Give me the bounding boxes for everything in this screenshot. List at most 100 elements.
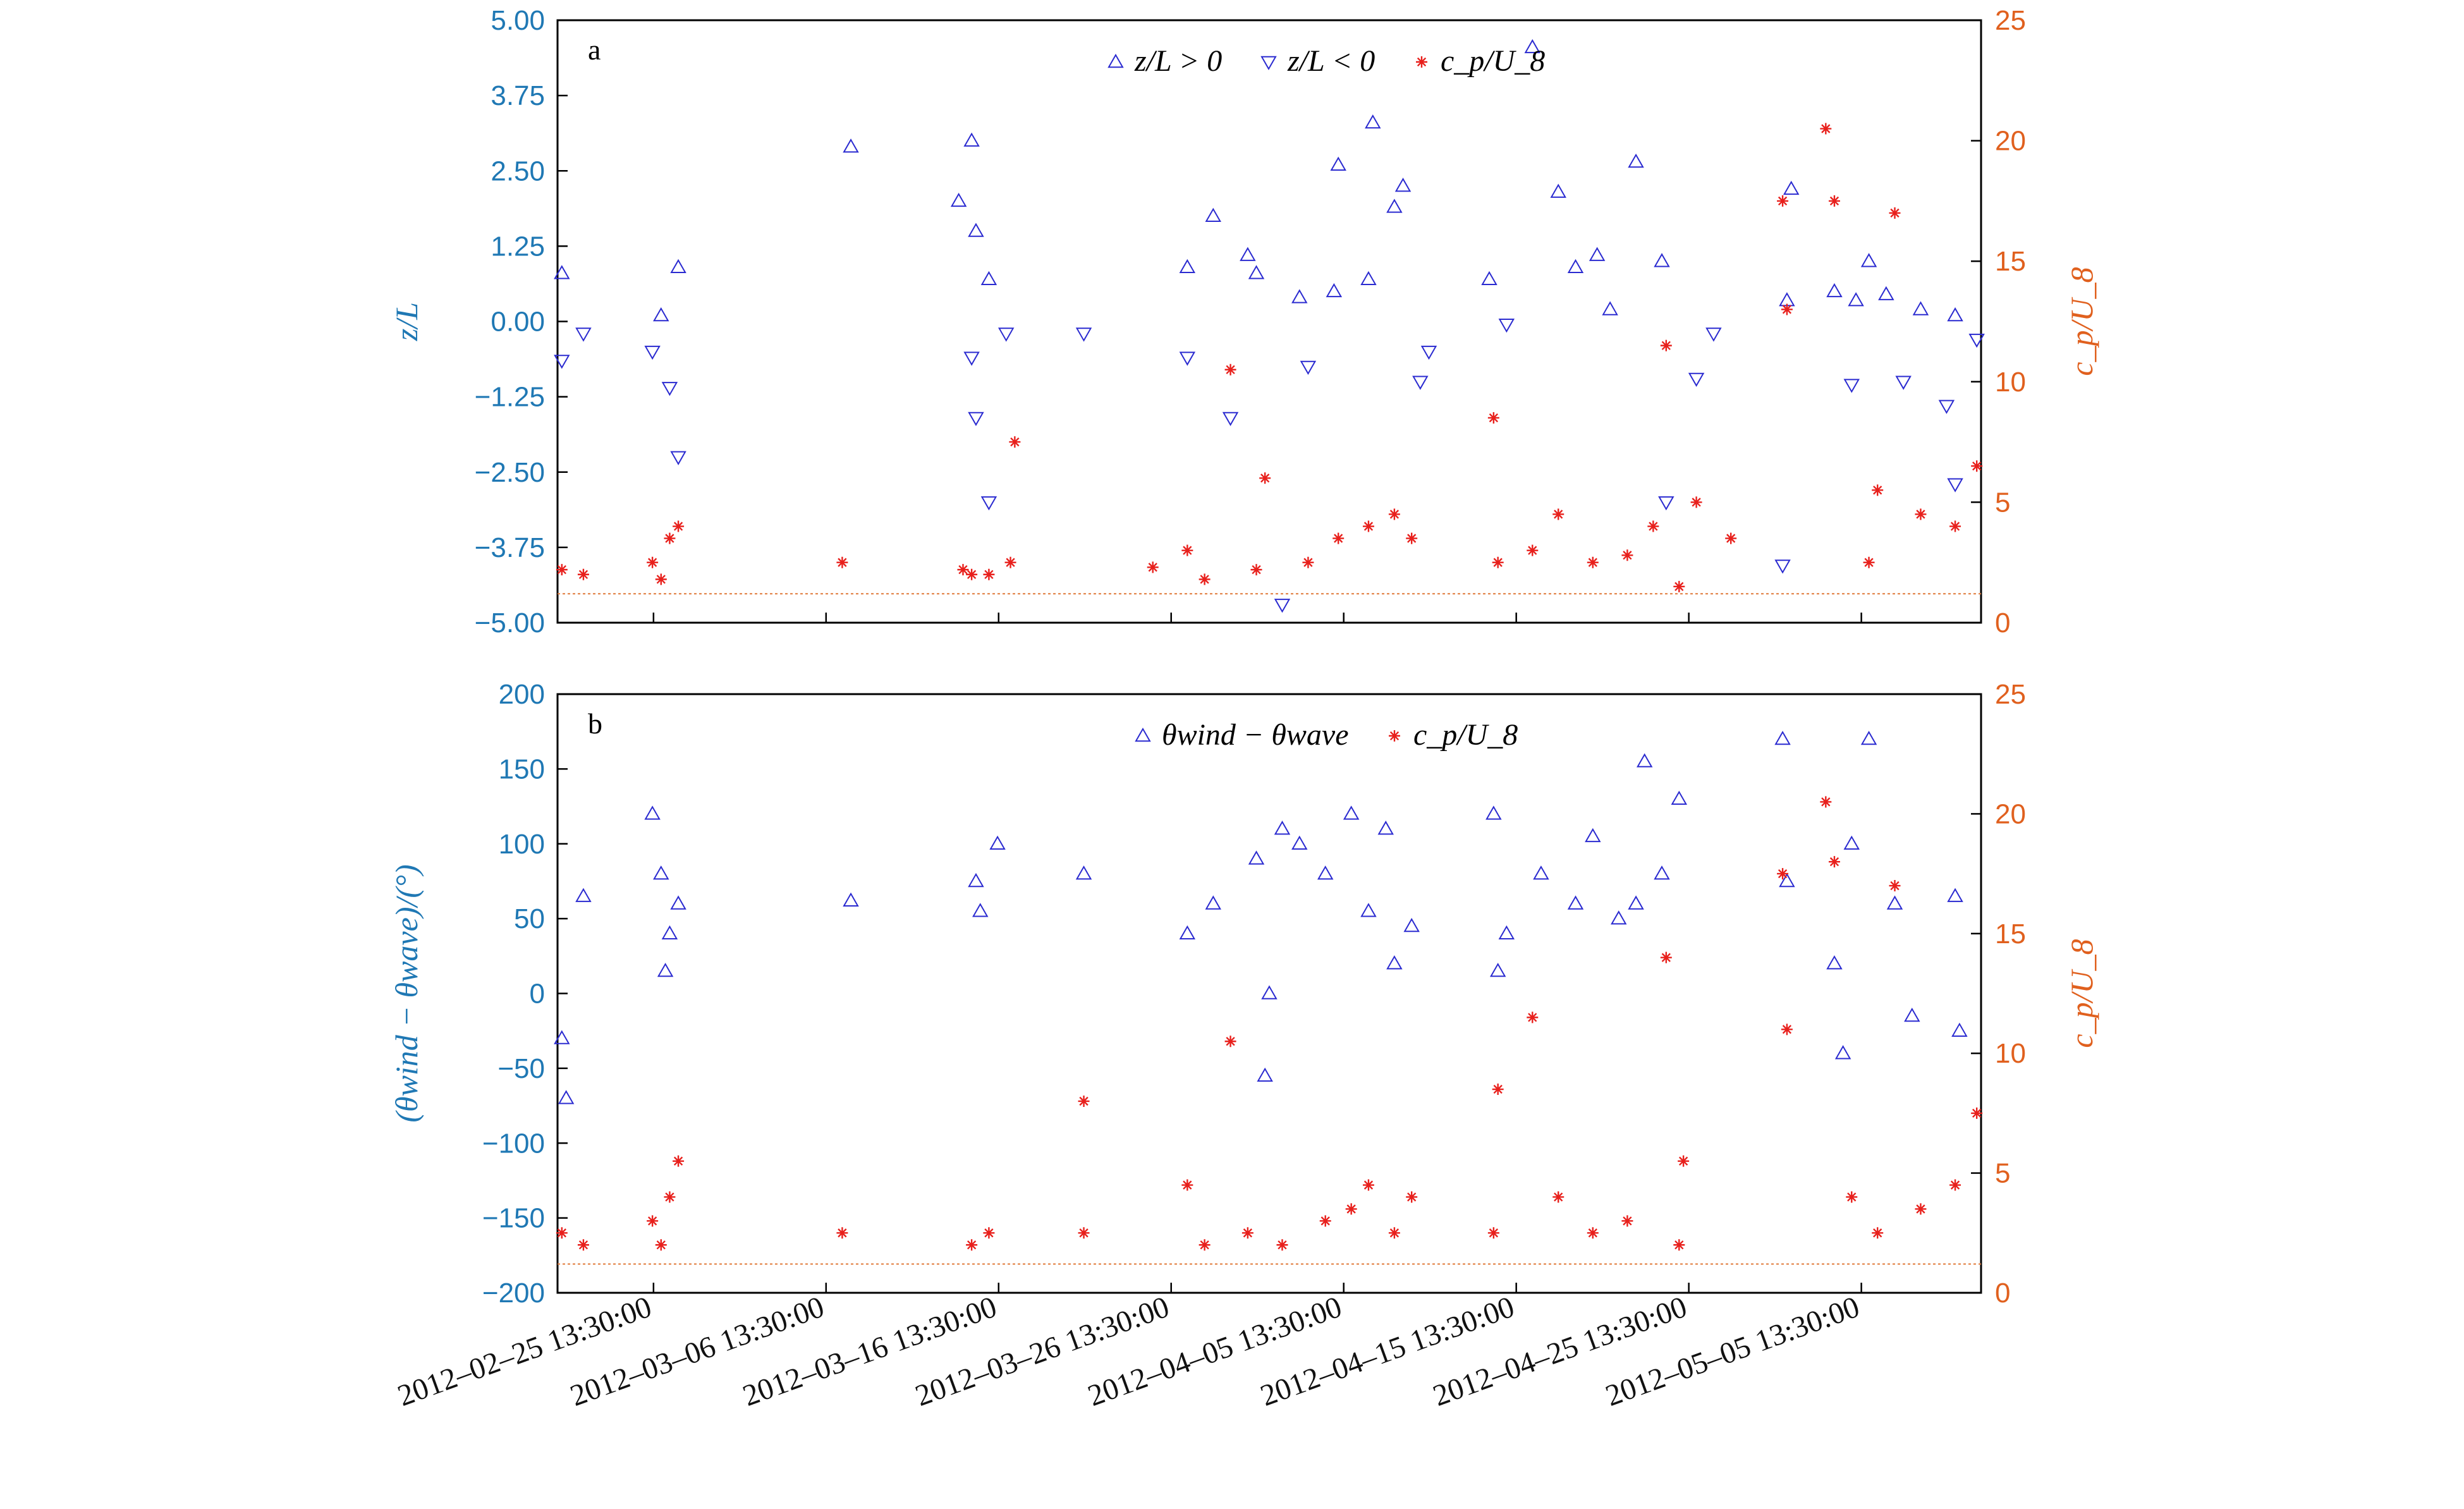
left-tick-label: 1.25 — [491, 231, 545, 262]
data-point — [558, 1090, 575, 1104]
left-tick-label: 200 — [499, 679, 545, 710]
data-point — [997, 327, 1015, 342]
data-point — [1878, 286, 1894, 300]
data-point — [653, 865, 669, 880]
left-tick-label: −3.75 — [475, 532, 545, 563]
data-point — [1533, 865, 1549, 880]
data-point — [1889, 207, 1901, 219]
right-tick-label: 20 — [1995, 798, 2026, 829]
data-point — [554, 265, 570, 279]
data-point — [1205, 895, 1222, 910]
data-point — [1406, 532, 1418, 544]
data-point — [1660, 339, 1672, 351]
data-point — [655, 1239, 667, 1251]
data-point — [1552, 508, 1564, 520]
data-point — [577, 1239, 589, 1251]
data-point — [968, 412, 984, 426]
data-point — [1181, 544, 1193, 556]
data-point — [673, 520, 685, 532]
data-point — [1938, 400, 1955, 414]
data-point — [1971, 1107, 1983, 1119]
plot-frame — [556, 19, 1982, 624]
right-tick-label: 25 — [1995, 5, 2026, 36]
data-point — [1224, 364, 1236, 376]
data-point — [1949, 520, 1961, 532]
data-point — [1783, 180, 1800, 195]
data-point — [1004, 556, 1016, 568]
data-point — [1895, 376, 1912, 390]
left-tick-label: −50 — [497, 1053, 545, 1084]
data-point — [1872, 484, 1884, 496]
data-point — [1362, 520, 1374, 532]
left-tick-label: 3.75 — [491, 80, 545, 111]
data-point — [1181, 1179, 1193, 1191]
data-point — [843, 892, 859, 907]
data-point — [1394, 178, 1412, 192]
left-tick-label: 2.50 — [491, 156, 545, 186]
data-point — [1860, 253, 1877, 267]
right-tick-label: 5 — [1995, 487, 2010, 518]
data-point — [1828, 195, 1840, 207]
left-tick-label: −1.25 — [475, 382, 545, 413]
data-point — [1915, 508, 1927, 520]
data-point — [1968, 333, 1985, 348]
data-point — [1205, 207, 1222, 222]
data-point — [1300, 360, 1317, 375]
data-point — [1412, 376, 1429, 390]
data-point — [1947, 888, 1963, 902]
data-point — [1224, 1036, 1236, 1048]
data-point — [1621, 1215, 1633, 1227]
data-point — [1291, 835, 1308, 850]
data-point — [1658, 496, 1674, 511]
data-point — [661, 382, 678, 396]
data-point — [575, 888, 592, 902]
data-point — [1725, 532, 1737, 544]
data-point — [1628, 153, 1644, 168]
data-point — [983, 1227, 995, 1239]
right-tick-label: 15 — [1995, 919, 2026, 950]
y-axis-label-left: z/L — [389, 302, 424, 341]
data-point — [647, 556, 659, 568]
data-point — [1673, 580, 1685, 592]
data-point — [653, 307, 669, 322]
data-point — [1362, 1179, 1374, 1191]
right-tick-label: 5 — [1995, 1158, 2010, 1189]
data-point — [1489, 962, 1506, 977]
data-point — [1863, 556, 1875, 568]
data-point — [1360, 903, 1377, 917]
data-point — [836, 556, 848, 568]
data-point — [1774, 559, 1791, 574]
data-point — [670, 259, 686, 273]
data-point — [554, 1030, 570, 1044]
data-point — [1403, 917, 1420, 932]
data-point — [655, 573, 667, 585]
data-point — [1834, 1045, 1851, 1060]
data-point — [1078, 1095, 1090, 1107]
legend-marker — [1389, 730, 1400, 742]
panel-label: a — [588, 34, 601, 66]
panel-b: 200150100500−50−100−150−2002520151050b(θ… — [389, 679, 2099, 1309]
left-tick-label: −150 — [482, 1203, 545, 1234]
data-point — [1843, 379, 1860, 393]
data-point — [664, 532, 676, 544]
data-point — [1343, 805, 1360, 820]
legend-label: c_p/U_8 — [1441, 44, 1545, 78]
data-point — [1843, 835, 1860, 850]
data-point — [1688, 372, 1705, 388]
data-point — [556, 1227, 568, 1239]
data-point — [1654, 253, 1670, 267]
data-point — [1481, 271, 1497, 286]
left-tick-label: 0 — [530, 979, 545, 1010]
data-point — [644, 345, 661, 360]
data-point — [1705, 327, 1722, 342]
data-point — [1179, 925, 1196, 940]
data-point — [1636, 753, 1653, 767]
data-point — [1078, 1227, 1090, 1239]
data-point — [1261, 985, 1278, 999]
data-point — [1492, 1084, 1504, 1096]
left-tick-label: 5.00 — [491, 5, 545, 36]
data-point — [966, 568, 978, 580]
data-point — [647, 1215, 659, 1227]
data-point — [1621, 549, 1633, 561]
left-tick-label: −5.00 — [475, 608, 545, 638]
